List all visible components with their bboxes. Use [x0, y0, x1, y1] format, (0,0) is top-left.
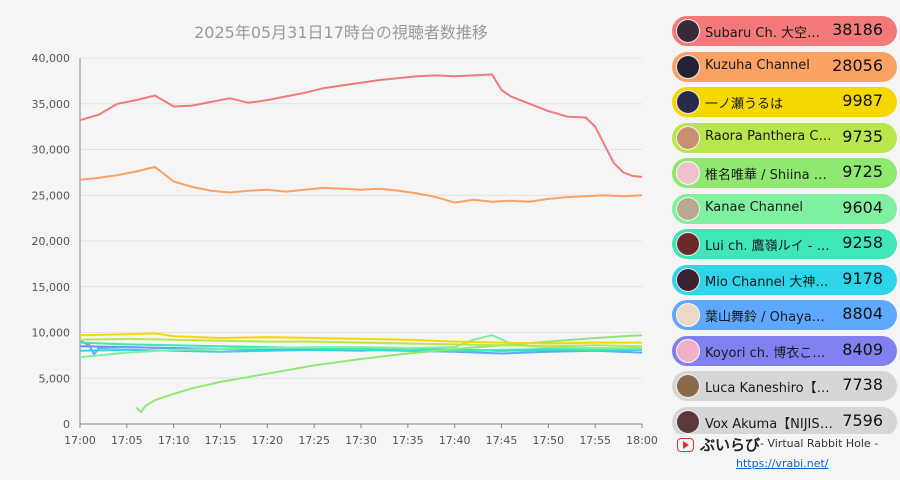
legend-viewer-count: 7738 — [842, 375, 883, 394]
legend-channel-name: Kanae Channel — [705, 199, 803, 215]
legend-channel-name: Kuzuha Channel — [705, 57, 810, 73]
legend-viewer-count: 28056 — [832, 55, 883, 75]
axes: 0 5,000 10,000 15,000 20,000 25,000 30,000 35,0… — [32, 52, 658, 447]
x-tick-label: 17:35 — [392, 434, 424, 447]
x-tick-label: 17:25 — [298, 434, 330, 447]
series-line — [79, 337, 643, 348]
legend-item[interactable]: 一ノ瀬うるは 9987 — [672, 87, 897, 117]
legend-item[interactable]: 椎名唯華 / Shiina Yuika 9725 — [672, 158, 897, 188]
series-line — [79, 165, 643, 204]
legend-viewer-count: 9258 — [842, 233, 883, 252]
footer-brand: ぶいらび — [700, 436, 761, 454]
avatar — [676, 161, 700, 185]
avatar — [676, 267, 700, 292]
legend-item[interactable]: Luca Kaneshiro【NIJISANJI EN】 7738 — [672, 371, 897, 401]
y-tick-label: 25,000 — [32, 189, 71, 202]
legend-channel-name: Lui ch. 鷹嶺ルイ - holoX - — [705, 239, 833, 254]
legend-item[interactable]: Koyori ch. 博衣こより - holoX - 8409 — [672, 335, 897, 366]
x-tick-label: 18:00 — [626, 434, 658, 447]
legend-viewer-count: 8804 — [842, 304, 883, 323]
legend-item[interactable]: Kanae Channel 9604 — [672, 193, 897, 224]
x-tick-label: 17:55 — [579, 434, 611, 447]
series-line — [79, 73, 643, 178]
legend-item[interactable]: Subaru Ch. 大空スバル 38186 — [672, 16, 897, 46]
avatar — [676, 232, 700, 256]
legend-viewer-count: 8409 — [842, 339, 883, 359]
x-tick-label: 17:20 — [251, 434, 283, 447]
x-tick-label: 17:00 — [64, 434, 96, 447]
footer: ぶいらび - Virtual Rabbit Hole - https://vra… — [672, 434, 900, 480]
avatar — [676, 90, 700, 114]
series-lines — [79, 73, 643, 414]
legend-channel-name: Mio Channel 大神ミオ — [705, 274, 833, 290]
legend-viewer-count: 9604 — [842, 197, 883, 217]
avatar — [676, 54, 700, 79]
x-tick-label: 17:30 — [345, 434, 377, 447]
legend-item[interactable]: Raora Panthera Ch. hololive-EN 9735 — [672, 122, 897, 153]
legend-item[interactable]: 葉山舞鈴 / Ohayama Mairin 8804 — [672, 300, 897, 330]
legend-channel-name: Subaru Ch. 大空スバル — [705, 26, 833, 41]
avatar — [676, 19, 700, 43]
y-tick-label: 0 — [63, 418, 70, 431]
x-tick-label: 17:15 — [205, 434, 237, 447]
legend-channel-name: Vox Akuma【NIJISANJI EN】 — [705, 416, 833, 432]
x-tick-label: 17:50 — [532, 434, 564, 447]
x-tick-label: 17:05 — [111, 434, 143, 447]
viewer-count-chart: 2025年05月31日17時台の視聴者数推移 0 5,000 10,000 15,00… — [32, 23, 658, 447]
legend-item[interactable]: Mio Channel 大神ミオ 9178 — [672, 264, 897, 295]
legend-viewer-count: 9735 — [842, 126, 883, 146]
legend-channel-name: Luca Kaneshiro【NIJISANJI EN】 — [705, 381, 833, 396]
avatar — [676, 303, 700, 327]
legend-item[interactable]: Kuzuha Channel 28056 — [672, 51, 897, 82]
x-tick-label: 17:10 — [158, 434, 190, 447]
footer-link[interactable]: https://vrabi.net/ — [736, 457, 829, 470]
legend-viewer-count: 38186 — [832, 20, 883, 39]
x-tick-label: 17:40 — [439, 434, 471, 447]
x-tick-label: 17:45 — [486, 434, 518, 447]
legend-channel-name: 葉山舞鈴 / Ohayama Mairin — [705, 310, 833, 325]
play-icon — [677, 438, 694, 452]
y-tick-label: 35,000 — [32, 98, 71, 111]
series-line — [79, 332, 642, 345]
legend-viewer-count: 9987 — [842, 91, 883, 110]
avatar — [676, 374, 700, 398]
y-tick-label: 15,000 — [32, 281, 71, 294]
y-tick-label: 40,000 — [32, 52, 71, 65]
legend-channel-name: Koyori ch. 博衣こより - holoX - — [705, 345, 833, 361]
series-line — [79, 341, 643, 352]
legend-viewer-count: 7596 — [842, 410, 883, 430]
y-tick-label: 5,000 — [39, 372, 71, 385]
grid — [80, 57, 642, 425]
legend-item[interactable]: Vox Akuma【NIJISANJI EN】 7596 — [672, 406, 897, 436]
y-tick-label: 10,000 — [32, 327, 71, 340]
chart-title: 2025年05月31日17時台の視聴者数推移 — [194, 23, 488, 42]
legend-viewer-count: 9178 — [842, 268, 883, 288]
y-tick-label: 20,000 — [32, 235, 71, 248]
legend-channel-name: 一ノ瀬うるは — [705, 97, 784, 112]
avatar — [676, 125, 700, 150]
footer-subtitle: - Virtual Rabbit Hole - — [760, 437, 879, 450]
legend-channel-name: 椎名唯華 / Shiina Yuika — [705, 168, 833, 183]
legend-item[interactable]: Lui ch. 鷹嶺ルイ - holoX - 9258 — [672, 229, 897, 259]
legend-channel-name: Raora Panthera Ch. hololive-EN — [705, 128, 833, 144]
y-tick-label: 30,000 — [32, 144, 71, 157]
avatar — [676, 196, 700, 221]
legend: Subaru Ch. 大空スバル 38186 Kuzuha Channel 28056… — [672, 16, 897, 436]
legend-viewer-count: 9725 — [842, 162, 883, 181]
avatar — [676, 338, 700, 363]
avatar — [676, 409, 700, 434]
